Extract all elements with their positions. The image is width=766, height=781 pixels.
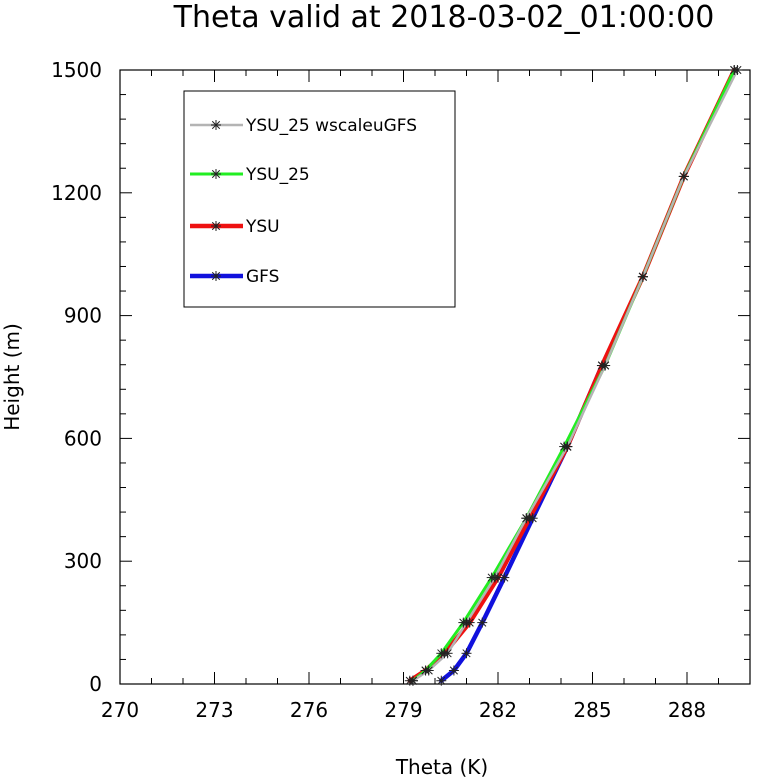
y-tick-label: 1500 <box>51 58 102 82</box>
data-point-marker <box>499 572 510 583</box>
chart-title: Theta valid at 2018-03-02_01:00:00 <box>173 0 715 35</box>
data-point-marker <box>527 513 538 524</box>
data-point-marker <box>477 617 488 628</box>
data-point-marker <box>493 572 503 583</box>
data-point-marker <box>420 665 431 676</box>
y-axis-label: Height (m) <box>0 323 24 431</box>
data-point-marker <box>461 648 472 659</box>
data-point-marker <box>562 441 573 452</box>
legend-marker <box>211 120 221 130</box>
y-tick-label: 600 <box>64 426 102 450</box>
x-tick-label: 285 <box>573 698 611 722</box>
series-line-ysu-25 <box>411 68 736 683</box>
data-point-marker <box>464 617 475 628</box>
y-tick-label: 300 <box>64 549 102 573</box>
data-point-marker <box>436 675 447 686</box>
x-tick-label: 270 <box>101 698 139 722</box>
legend-box <box>183 90 456 308</box>
legend-label: YSU <box>245 217 280 237</box>
legend-marker <box>211 221 221 231</box>
series-lines <box>407 67 739 683</box>
y-tick-label: 900 <box>64 304 102 328</box>
x-axis-ticks: 270 273 276 279 282 285 288 <box>101 70 751 722</box>
y-tick-label: 1200 <box>51 181 102 205</box>
data-point-marker <box>637 271 648 282</box>
series-line-gfs <box>439 363 605 683</box>
series-line-ysu <box>407 67 737 683</box>
legend-label: YSU_25 <box>245 165 310 185</box>
data-point-marker <box>729 65 740 75</box>
data-point-marker <box>448 665 459 676</box>
x-tick-label: 276 <box>290 698 328 722</box>
x-tick-label: 279 <box>384 698 422 722</box>
legend: YSU_25 wscaleuGFS YSU_25 YSU GFS <box>183 90 456 308</box>
legend-label: GFS <box>246 267 279 287</box>
legend-marker <box>211 169 221 179</box>
legend-label: YSU_25 wscaleuGFS <box>245 116 417 136</box>
x-tick-label: 273 <box>195 698 233 722</box>
y-axis-ticks: 0 300 600 900 1200 1500 <box>51 58 750 696</box>
data-point-marker <box>596 360 607 371</box>
series-markers <box>404 65 743 686</box>
x-tick-label: 288 <box>668 698 706 722</box>
legend-marker <box>211 271 221 281</box>
data-point-marker <box>404 675 415 686</box>
y-tick-label: 0 <box>89 672 102 696</box>
data-point-marker <box>439 648 450 659</box>
x-tick-label: 282 <box>479 698 517 722</box>
data-point-marker <box>678 171 689 182</box>
x-axis-label: Theta (K) <box>395 755 488 779</box>
